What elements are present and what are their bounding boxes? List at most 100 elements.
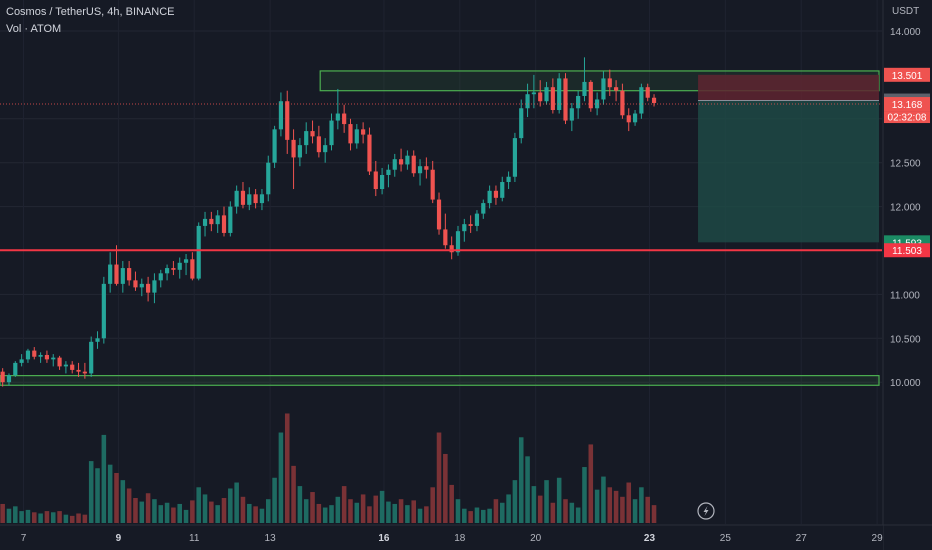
candle-body [310,131,315,137]
volume-bar [360,494,366,523]
candle-body [601,78,606,100]
volume-bar [126,488,132,523]
volume-bar [69,515,75,523]
volume-bar [322,507,328,523]
candle-body [76,369,81,372]
support-price-badge [884,243,930,258]
volume-bar [367,506,372,523]
volume-bar [613,490,619,523]
volume-bar [44,511,50,523]
volume-bar [25,509,31,523]
lightning-icon-ring [697,502,715,520]
candle-body [417,166,423,174]
time-tick-label: 7 [21,533,27,544]
price-axis-bg [883,0,932,550]
volume-bar [645,496,650,523]
candle-body [544,87,549,102]
candle-body [108,264,113,284]
volume-bar [449,484,454,523]
candle-body [626,115,631,123]
volume-bar [481,509,486,523]
volume-bar [253,506,258,523]
candle-body [291,139,296,158]
price-axis[interactable]: 14.000 12.500 12.000 11.000 10.500 10.000 [882,0,932,550]
volume-bar [57,511,62,523]
candle-body [443,229,448,246]
candle-body [44,354,50,360]
candle-body [152,280,157,293]
candle-body [632,113,638,123]
target-zone [698,100,879,243]
candle-body [342,113,347,125]
volume-bar [171,507,176,523]
candle-body [139,283,144,288]
volume-bar [152,499,157,523]
candle-body [120,268,125,284]
volume-bar [88,461,94,523]
lightning-icon-bolt [703,506,709,516]
volume-bar [582,467,587,523]
volume-bar [120,480,126,523]
volume-bar [183,509,189,523]
time-tick-label: 11 [189,533,200,544]
volume-bar [38,513,43,523]
time-axis[interactable]: 7 9 11 13 16 18 20 23 25 27 29 [0,524,932,550]
time-tick-label: 18 [454,533,466,544]
candle-body [38,354,43,357]
stop-price-badge [884,67,930,82]
volume-legend[interactable]: Vol · ATOM [6,23,62,35]
volume-bars [0,413,657,523]
price-tick-label: 12.000 [890,203,921,214]
volume-bar [506,494,511,523]
volume-bar [639,487,644,523]
candle-body [70,364,75,370]
volume-bar [6,508,12,523]
volume-bar [607,487,613,523]
volume-bar [411,500,416,523]
candle-body [405,155,410,165]
volume-bar [594,489,600,523]
candle-body [171,268,176,270]
volume-bar [632,499,638,523]
candle-body [259,194,265,204]
volume-bar [234,482,239,523]
price-lines [0,103,882,252]
lightning-icon[interactable] [697,502,715,520]
candle-body [158,273,163,281]
volume-bar [228,488,233,523]
candle-body [348,124,353,144]
volume-bar [405,505,410,523]
candle-body [386,169,391,175]
position-tool[interactable] [698,74,879,243]
volume-bar [63,514,69,523]
volume-bar [0,503,5,523]
volume-bar [133,498,138,523]
candle-body [588,81,593,109]
time-tick-label: 9 [116,533,122,544]
candle-body [557,78,562,111]
candle-body [57,357,62,367]
currency-unit[interactable]: USDT [892,6,920,17]
candle-body [101,283,106,339]
volume-bar [341,486,347,523]
volume-bar [550,502,556,523]
candle-body [500,182,505,198]
time-tick-label: 27 [796,533,808,544]
candle-body [373,171,378,190]
candle-body [430,169,435,200]
candle-body [95,338,100,342]
volume-bar [114,473,119,523]
price-tick-label: 12.500 [890,159,921,170]
volume-bar [588,444,594,523]
time-tick-label: 16 [378,533,390,544]
candle-body [329,120,334,146]
last-price-badge [884,97,930,112]
candles [0,57,657,387]
countdown-label: 02:32:08 [888,113,927,124]
symbol-title[interactable]: Cosmos / TetherUS, 4h, BINANCE [6,6,175,18]
volume-bar [145,493,151,523]
volume-bar [392,503,398,523]
